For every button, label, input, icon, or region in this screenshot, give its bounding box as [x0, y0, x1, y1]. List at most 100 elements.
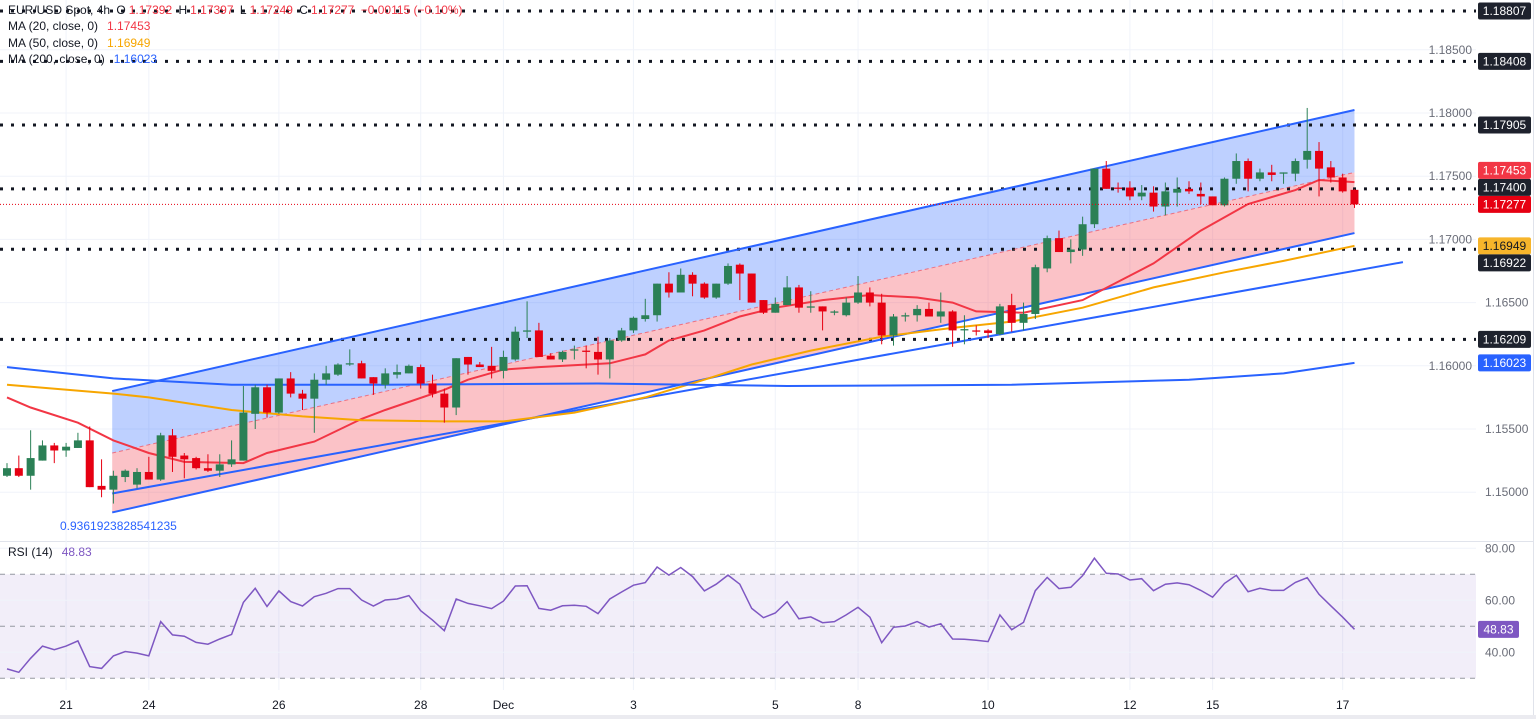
candle-body	[26, 458, 35, 476]
candle	[369, 377, 378, 395]
candle-body	[1220, 178, 1229, 206]
candle-body	[1255, 172, 1264, 179]
candle-body	[50, 445, 59, 451]
candle-body	[700, 283, 709, 298]
candle	[1161, 182, 1170, 216]
candle-body	[1054, 238, 1063, 253]
channel-lower-line	[111, 232, 1355, 514]
candle-body	[85, 440, 94, 488]
candle	[1007, 293, 1016, 332]
low-value: 1.17249	[249, 3, 293, 17]
fib-level-label: 0.9361923828541235	[60, 519, 177, 533]
candle	[62, 442, 71, 457]
price-badge-bg	[1478, 178, 1531, 196]
candle	[1054, 230, 1063, 253]
candle	[463, 356, 472, 375]
candle-body	[452, 358, 461, 408]
candle	[712, 283, 721, 299]
candle	[499, 350, 508, 379]
price-badge-label: 1.16209	[1483, 332, 1527, 346]
change-value: −0.00115 (−0.10%)	[360, 3, 463, 17]
candle	[393, 364, 402, 379]
candle	[38, 440, 47, 461]
candle	[771, 297, 780, 313]
x-tick-label: 28	[414, 698, 428, 712]
candle-body	[523, 330, 532, 332]
candle	[192, 456, 201, 470]
candle	[133, 468, 142, 489]
candle	[1279, 172, 1288, 184]
candle	[972, 325, 981, 336]
price-badge-label: 1.18408	[1483, 54, 1527, 68]
open-label: O	[116, 3, 126, 17]
candle	[263, 384, 272, 418]
candle-body	[322, 373, 331, 380]
candle	[1078, 216, 1087, 256]
candle-body	[310, 379, 319, 399]
y-tick-label: 1.17000	[1429, 232, 1473, 246]
rsi-tick-label: 60.00	[1485, 593, 1515, 607]
price-badge: 1.16209	[1478, 330, 1531, 348]
y-tick-label: 1.15500	[1485, 422, 1529, 436]
candle-body	[1007, 305, 1016, 323]
candle-body	[546, 355, 555, 360]
ma200-line	[6, 361, 1355, 388]
candle	[251, 384, 260, 429]
candle-body	[475, 364, 484, 368]
candle	[865, 287, 874, 307]
candle	[239, 386, 248, 461]
symbol-title[interactable]: EUR/USD Spot, 4h	[8, 3, 111, 17]
symbol-legend: EUR/USD Spot, 4h O 1.17392 H 1.17397 L 1.17…	[8, 2, 466, 18]
y-tick-label: 1.18500	[1429, 43, 1473, 57]
candle	[1220, 177, 1229, 207]
candle-body	[617, 330, 626, 341]
rsi-badge: 48.83	[1478, 620, 1519, 638]
candle-body	[747, 273, 756, 303]
ma200-label: MA (200, close, 0)	[8, 52, 105, 66]
x-tick-label: 5	[772, 698, 779, 712]
y-tick-label: 1.18000	[1429, 106, 1473, 120]
candle-body	[1338, 177, 1347, 192]
candle	[428, 374, 437, 398]
candle	[664, 272, 673, 298]
price-badge-label: 1.17453	[1483, 163, 1527, 177]
rsi-badge-label: 48.83	[1483, 622, 1513, 636]
candle-body	[286, 378, 295, 394]
price-badge-bg	[1478, 254, 1531, 272]
ma50-legend[interactable]: MA (50, close, 0) 1.16949	[8, 35, 153, 51]
candle	[1137, 185, 1146, 201]
candle	[936, 292, 945, 323]
candle	[794, 284, 803, 313]
candle-body	[440, 393, 449, 408]
close-value: 1.17277	[310, 3, 355, 17]
rsi-legend[interactable]: RSI (14) 48.83	[8, 544, 95, 560]
price-badge: 1.17905	[1478, 116, 1531, 134]
ma20-legend[interactable]: MA (20, close, 0) 1.17453	[8, 18, 153, 34]
candle	[333, 363, 342, 376]
ma200-legend[interactable]: MA (200, close, 0) 1.16023	[8, 51, 160, 67]
candle	[582, 345, 591, 369]
candle	[605, 337, 614, 379]
close-label: C	[299, 3, 308, 17]
x-tick-label: 12	[1123, 698, 1137, 712]
price-badge-label: 1.17400	[1483, 180, 1527, 194]
candle-body	[1315, 150, 1324, 169]
candle	[345, 349, 354, 366]
candle	[1125, 181, 1134, 201]
candle-body	[62, 446, 71, 451]
candle-body	[192, 458, 201, 469]
candle-body	[1137, 192, 1146, 197]
candle	[274, 378, 283, 414]
candle-body	[133, 471, 142, 485]
candle	[617, 327, 626, 342]
candle-body	[735, 264, 744, 274]
candle	[724, 263, 733, 285]
ma50-value: 1.16949	[107, 36, 151, 50]
x-tick-label: 15	[1206, 698, 1220, 712]
candle-body	[263, 387, 272, 413]
candle-body	[274, 378, 283, 413]
candle-body	[393, 372, 402, 375]
price-badge-bg	[1478, 52, 1531, 70]
candle-body	[1326, 167, 1335, 178]
